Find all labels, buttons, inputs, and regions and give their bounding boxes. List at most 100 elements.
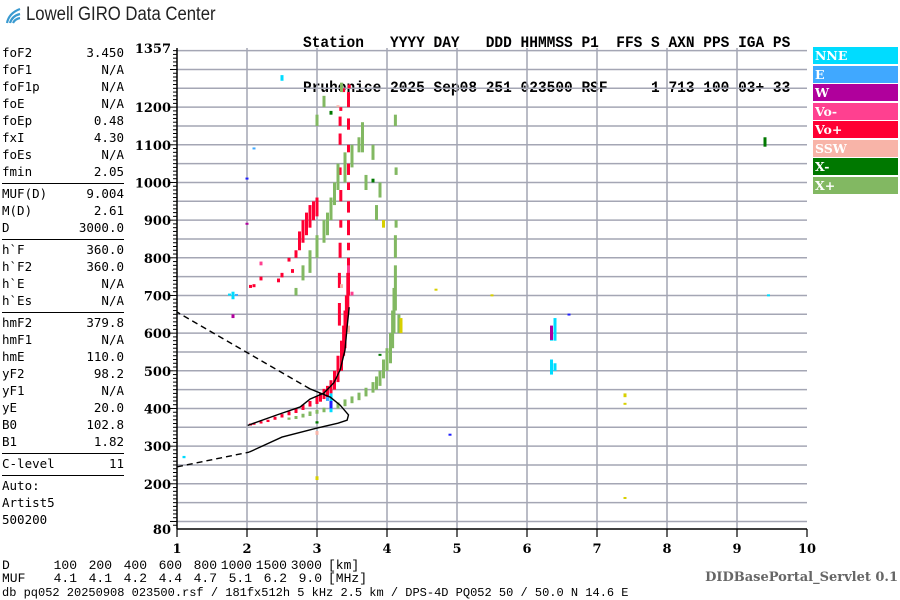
echo-mark	[277, 278, 280, 283]
grid	[177, 48, 807, 529]
logo: Lowell GIRO Data Center	[4, 4, 241, 26]
echo-mark	[378, 182, 382, 198]
param-row: foE N/A	[2, 95, 124, 112]
echo-mark	[280, 414, 284, 418]
echo-mark	[301, 404, 305, 410]
echo-mark	[294, 287, 298, 296]
param-name: fxI	[2, 130, 25, 145]
echo-mark	[287, 257, 291, 262]
param-name: B0	[2, 417, 18, 432]
param-name: MUF(D)	[2, 186, 48, 201]
param-row: B1 1.82	[2, 433, 124, 450]
echo-mark	[301, 265, 305, 281]
echo-mark	[287, 417, 291, 420]
y-tick-label: 1100	[135, 139, 171, 154]
echo-mark	[339, 190, 343, 202]
echo-mark	[329, 110, 333, 115]
legend-item-e: E	[813, 65, 898, 83]
echo-mark	[249, 284, 252, 288]
echo-mark	[308, 400, 312, 407]
separator	[2, 183, 124, 184]
echo-mark	[315, 396, 319, 404]
echo-mark	[343, 399, 347, 407]
echo-mark	[315, 476, 319, 481]
row-value: 1000	[220, 558, 252, 573]
echo-mark	[375, 376, 378, 390]
param-value: N/A	[101, 147, 124, 162]
echo-mark	[490, 294, 494, 297]
param-name: h`E	[2, 276, 25, 291]
echo-mark	[394, 220, 398, 228]
param-row: yF2 98.2	[2, 365, 124, 382]
param-value: 9.004	[86, 186, 124, 201]
param-name: foF1	[2, 62, 33, 77]
param-value: N/A	[101, 62, 124, 77]
param-value: 3000.0	[78, 220, 124, 235]
echo-mark	[340, 340, 343, 371]
echo-mark	[252, 147, 256, 150]
param-value: 20.0	[93, 400, 124, 415]
y-tick-label: 400	[144, 402, 171, 417]
echo-mark	[259, 421, 263, 424]
echo-mark	[448, 433, 452, 436]
param-name: hmF2	[2, 315, 33, 330]
param-value: 110.0	[86, 349, 124, 364]
echo-mark	[393, 235, 397, 258]
param-row: fmin 2.05	[2, 163, 124, 180]
echo-mark	[623, 393, 627, 398]
param-row: foF1p N/A	[2, 78, 124, 95]
x-tick-label: 3	[312, 542, 321, 557]
echo-mark	[294, 416, 298, 420]
echo-mark	[231, 291, 235, 300]
row-value: 600	[158, 558, 182, 573]
echo-mark	[287, 411, 291, 416]
echo-mark	[329, 197, 333, 221]
echo-mark	[280, 75, 284, 81]
row-label: MUF	[2, 571, 26, 586]
param-value: 2.61	[93, 203, 124, 218]
param-value: N/A	[101, 332, 124, 347]
echo-mark	[350, 396, 354, 404]
echo-mark	[245, 222, 249, 225]
echo-mark	[322, 95, 326, 108]
echo-mark	[326, 397, 329, 401]
row-value: 1500	[255, 558, 287, 573]
param-value: 360.0	[86, 242, 124, 257]
echo-mark	[259, 276, 263, 281]
echo-mark	[378, 353, 382, 356]
echo-mark	[375, 205, 378, 221]
echo-mark	[337, 303, 341, 326]
echo-mark	[315, 409, 319, 414]
param-name: D	[2, 220, 10, 235]
legend-item-voplus: Vo+	[813, 121, 898, 138]
echo-mark	[343, 152, 347, 183]
echo-mark	[329, 380, 333, 394]
echo-mark	[347, 182, 350, 191]
electron-density-profile	[248, 388, 350, 453]
echo-mark	[364, 174, 368, 191]
echo-mark	[338, 133, 342, 145]
param-row: C-level 11	[2, 455, 124, 472]
logo-text: Lowell GIRO Data Center	[26, 4, 216, 25]
row-value: 100	[53, 558, 77, 573]
legend-item-vominus: Vo-	[813, 102, 898, 120]
series-other	[315, 220, 627, 499]
param-name: foF2	[2, 45, 33, 60]
param-value: 2.05	[93, 164, 124, 179]
echo-mark	[329, 400, 333, 409]
echo-mark	[340, 284, 343, 288]
separator	[2, 312, 124, 313]
echo-mark	[340, 82, 343, 93]
param-name: B1	[2, 434, 18, 449]
param-name: foF1p	[2, 79, 40, 94]
param-row: fxI 4.30	[2, 129, 124, 146]
echo-mark	[326, 385, 329, 398]
echo-mark	[252, 284, 256, 288]
echo-mark	[378, 370, 382, 386]
param-row: foF1 N/A	[2, 61, 124, 78]
echo-mark	[623, 402, 627, 405]
series-other	[245, 177, 571, 436]
y-tick-label: 600	[144, 327, 171, 342]
autoscaling-info: 500200	[2, 512, 48, 527]
autoscaling-info: Auto:	[2, 478, 40, 493]
